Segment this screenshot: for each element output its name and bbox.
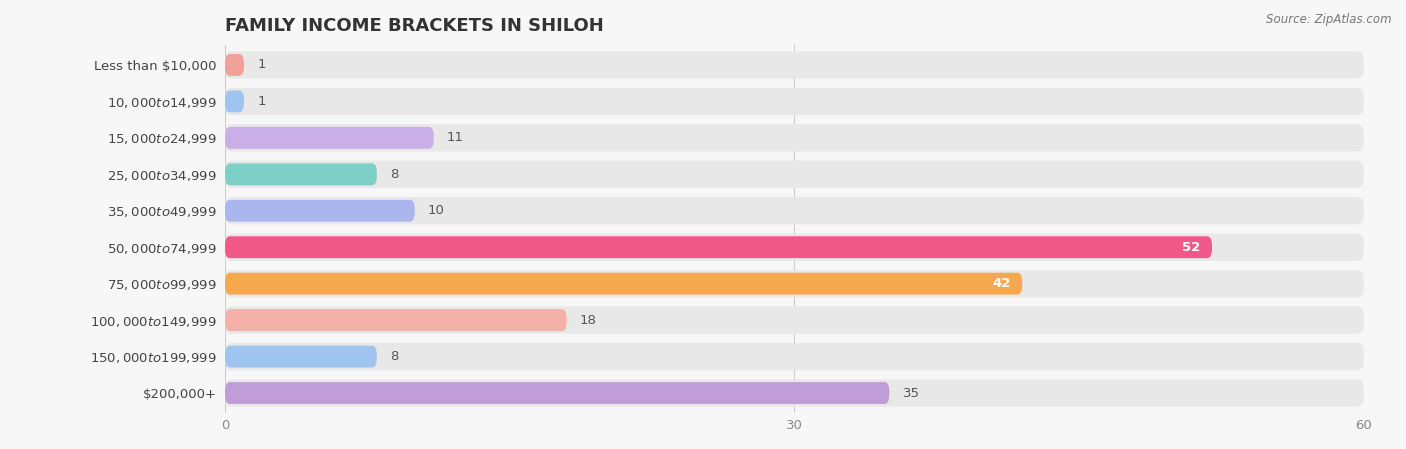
Text: 35: 35: [903, 387, 920, 400]
Text: 52: 52: [1182, 241, 1201, 254]
FancyBboxPatch shape: [225, 307, 1364, 334]
Text: 18: 18: [579, 313, 596, 326]
FancyBboxPatch shape: [225, 379, 1364, 407]
FancyBboxPatch shape: [225, 270, 1364, 297]
FancyBboxPatch shape: [225, 127, 433, 149]
FancyBboxPatch shape: [225, 197, 1364, 224]
FancyBboxPatch shape: [225, 88, 1364, 115]
Text: Source: ZipAtlas.com: Source: ZipAtlas.com: [1267, 13, 1392, 26]
FancyBboxPatch shape: [225, 236, 1212, 258]
FancyBboxPatch shape: [225, 124, 1364, 151]
Text: 42: 42: [993, 277, 1011, 290]
FancyBboxPatch shape: [225, 233, 1364, 261]
FancyBboxPatch shape: [225, 54, 245, 76]
FancyBboxPatch shape: [225, 161, 1364, 188]
FancyBboxPatch shape: [225, 273, 1022, 295]
Text: 11: 11: [447, 132, 464, 145]
FancyBboxPatch shape: [225, 51, 1364, 79]
Text: 1: 1: [257, 95, 266, 108]
Text: 8: 8: [389, 350, 398, 363]
Text: 1: 1: [257, 58, 266, 71]
FancyBboxPatch shape: [225, 382, 889, 404]
Text: 10: 10: [427, 204, 444, 217]
FancyBboxPatch shape: [225, 346, 377, 368]
FancyBboxPatch shape: [225, 163, 377, 185]
Text: FAMILY INCOME BRACKETS IN SHILOH: FAMILY INCOME BRACKETS IN SHILOH: [225, 17, 603, 35]
FancyBboxPatch shape: [225, 343, 1364, 370]
FancyBboxPatch shape: [225, 90, 245, 112]
FancyBboxPatch shape: [225, 200, 415, 222]
FancyBboxPatch shape: [225, 309, 567, 331]
Text: 8: 8: [389, 168, 398, 181]
